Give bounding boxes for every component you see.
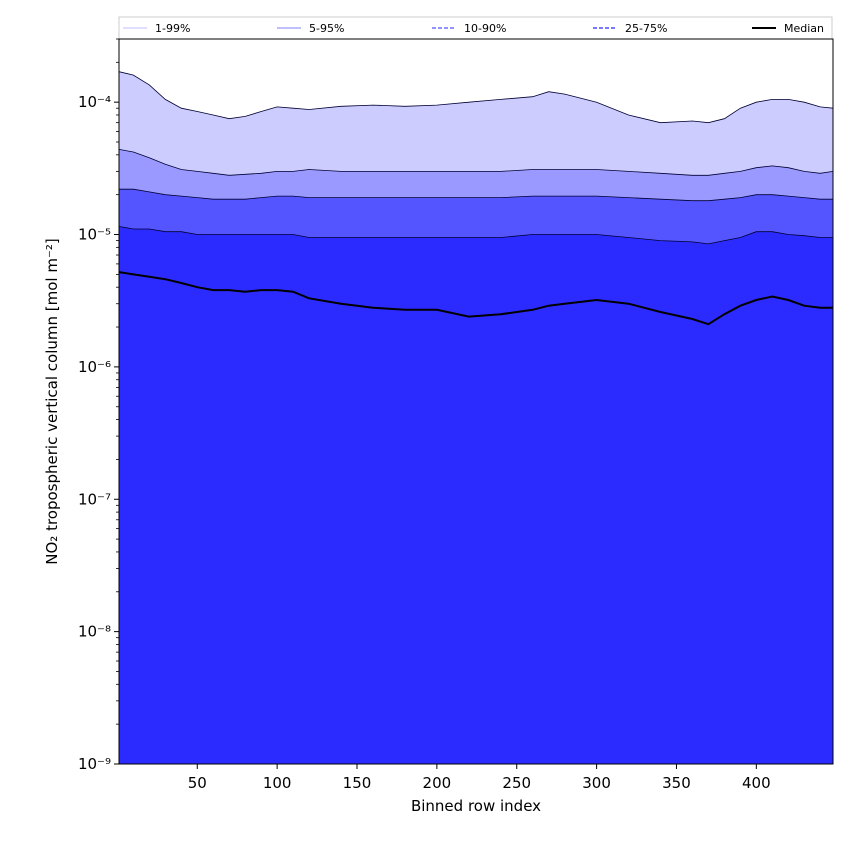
bands xyxy=(118,71,834,764)
legend-entry-label: 5-95% xyxy=(309,22,344,35)
y-tick-label: 10⁻⁷ xyxy=(78,490,111,508)
band-upper-line-1-99% xyxy=(118,71,834,124)
y-tick-label: 10⁻⁹ xyxy=(78,755,111,773)
x-tick-label: 250 xyxy=(502,774,531,792)
median-line xyxy=(118,271,833,326)
x-tick-label: 350 xyxy=(662,774,691,792)
x-tick-label: 150 xyxy=(343,774,372,792)
band-upper-line-25-75% xyxy=(118,226,833,245)
y-axis-label: NO₂ tropospheric vertical column [mol m⁻… xyxy=(43,238,61,564)
legend-entry-label: 10-90% xyxy=(464,22,506,35)
legend-entry-label: 25-75% xyxy=(625,22,667,35)
y-tick-label: 10⁻⁴ xyxy=(78,93,111,111)
x-axis: 50 100 150 200 250 300 350 400 xyxy=(188,764,771,792)
x-axis-label: Binned row index xyxy=(411,797,541,815)
y-tick-label: 10⁻⁶ xyxy=(78,358,111,376)
median-layer xyxy=(118,271,833,326)
y-tick-label: 10⁻⁸ xyxy=(78,623,111,641)
band-area-25-75% xyxy=(119,226,833,764)
band-upper-line-5-95% xyxy=(118,149,834,176)
x-tick-label: 300 xyxy=(582,774,611,792)
legend-entry-label: 1-99% xyxy=(155,22,190,35)
band-upper-line-10-90% xyxy=(119,188,833,202)
x-tick-label: 200 xyxy=(423,774,452,792)
x-tick-label: 50 xyxy=(188,774,207,792)
plot-frame xyxy=(118,38,834,765)
y-tick-label: 10⁻⁵ xyxy=(78,226,111,244)
plot-area xyxy=(118,38,834,765)
y-axis: 10⁻⁹ 10⁻⁸ 10⁻⁷ 10⁻⁶ 10⁻⁵ 10⁻⁴ xyxy=(78,38,119,773)
legend-entry-label: Median xyxy=(784,22,824,35)
x-tick-label: 400 xyxy=(742,774,771,792)
x-tick-label: 100 xyxy=(263,774,292,792)
legend: 1-99% 5-95% 10-90% 25-75% Median xyxy=(118,16,833,40)
